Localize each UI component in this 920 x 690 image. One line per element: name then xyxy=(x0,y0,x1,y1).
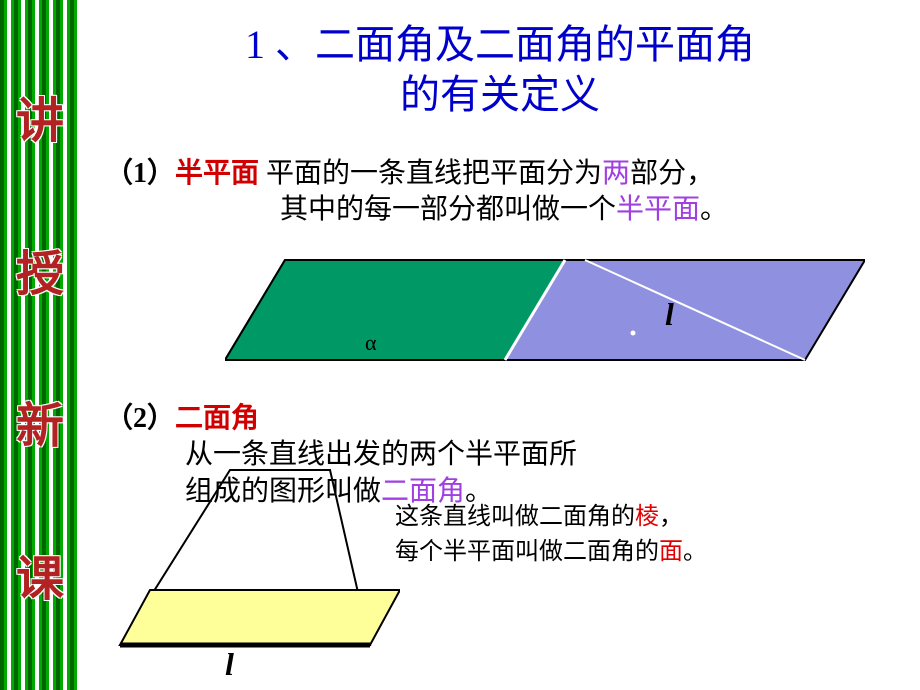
l-label-2: l xyxy=(225,646,234,680)
content-area: 1 、二面角及二面角的平面角 的有关定义 （1）半平面 平面的一条直线把平面分为… xyxy=(95,0,905,690)
sub-hl1: 棱 xyxy=(635,504,659,530)
sec1-text-c: 其中的每一部分都叫做一个 xyxy=(280,194,616,225)
sec1-num: （1） xyxy=(105,158,175,189)
sec2-label: 二面角 xyxy=(175,402,259,433)
side-char-1: 讲 xyxy=(16,81,64,151)
sec1-text-b: 部分， xyxy=(630,158,714,189)
sub-line2b: 。 xyxy=(683,539,707,565)
sec1-hl2: 半平面 xyxy=(616,194,700,225)
dihedral-diagram: l xyxy=(80,450,400,680)
sec1-label: 半平面 xyxy=(175,157,259,188)
sec1-text-d: 。 xyxy=(700,194,728,225)
alpha-label: α xyxy=(365,330,377,355)
half-plane-diagram: α l xyxy=(225,255,865,375)
subtext: 这条直线叫做二面角的棱， 每个半平面叫做二面角的面。 xyxy=(395,500,707,570)
sub-line2a: 每个半平面叫做二面角的 xyxy=(395,539,659,565)
sub-hl2: 面 xyxy=(659,539,683,565)
front-face xyxy=(120,590,400,645)
page-title: 1 、二面角及二面角的平面角 的有关定义 xyxy=(95,0,905,120)
sec1-hl1: 两 xyxy=(602,158,630,189)
sec1-text-a: 平面的一条直线把平面分为 xyxy=(266,158,602,189)
side-char-3: 新 xyxy=(16,386,64,456)
dot-marker xyxy=(631,331,636,336)
side-char-4: 课 xyxy=(16,539,64,609)
section-1: （1）半平面 平面的一条直线把平面分为两部分， 其中的每一部分都叫做一个半平面。 xyxy=(105,155,905,229)
title-line-1: 1 、二面角及二面角的平面角 xyxy=(245,22,755,67)
title-line-2: 的有关定义 xyxy=(400,72,600,117)
l-label-1: l xyxy=(665,296,674,332)
sub-line1b: ， xyxy=(659,504,683,530)
sub-line1a: 这条直线叫做二面角的 xyxy=(395,504,635,530)
side-char-2: 授 xyxy=(16,234,64,304)
sidebar: 讲 授 新 课 xyxy=(0,0,80,690)
sec2-num: （2） xyxy=(105,403,175,434)
